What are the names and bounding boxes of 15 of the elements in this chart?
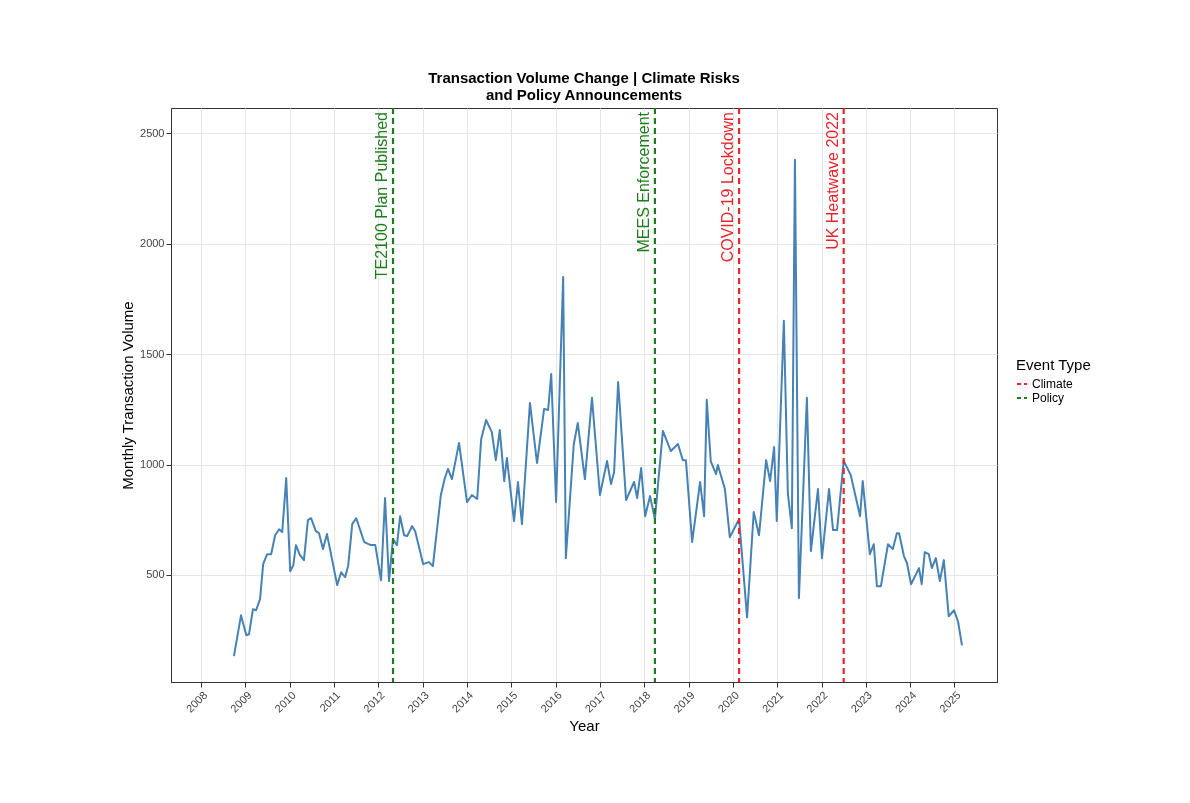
- y-tick-label: 2500: [140, 126, 165, 139]
- text: Policy: [1032, 391, 1065, 405]
- y-tick-label: 1000: [140, 458, 165, 471]
- y-tick-label: 1500: [140, 347, 165, 360]
- chart-title: Transaction Volume Change | Climate Risks and Policy Announcements: [428, 68, 740, 103]
- ref-line-label: MEES Enforcement: [634, 111, 652, 253]
- text: Climate: [1032, 377, 1073, 391]
- y-tick-label: 500: [146, 568, 165, 581]
- x-axis-title: Year: [569, 716, 600, 734]
- legend-title: Event Type: [1016, 356, 1091, 373]
- ref-line-label: TE2100 Plan Published: [373, 112, 391, 280]
- ref-line-label: COVID-19 Lockdown: [719, 112, 737, 263]
- ref-line-label: UK Heatwave 2022: [823, 111, 841, 250]
- y-axis-title: Monthly Transaction Volume: [119, 301, 137, 490]
- y-tick-label: 2000: [140, 237, 165, 250]
